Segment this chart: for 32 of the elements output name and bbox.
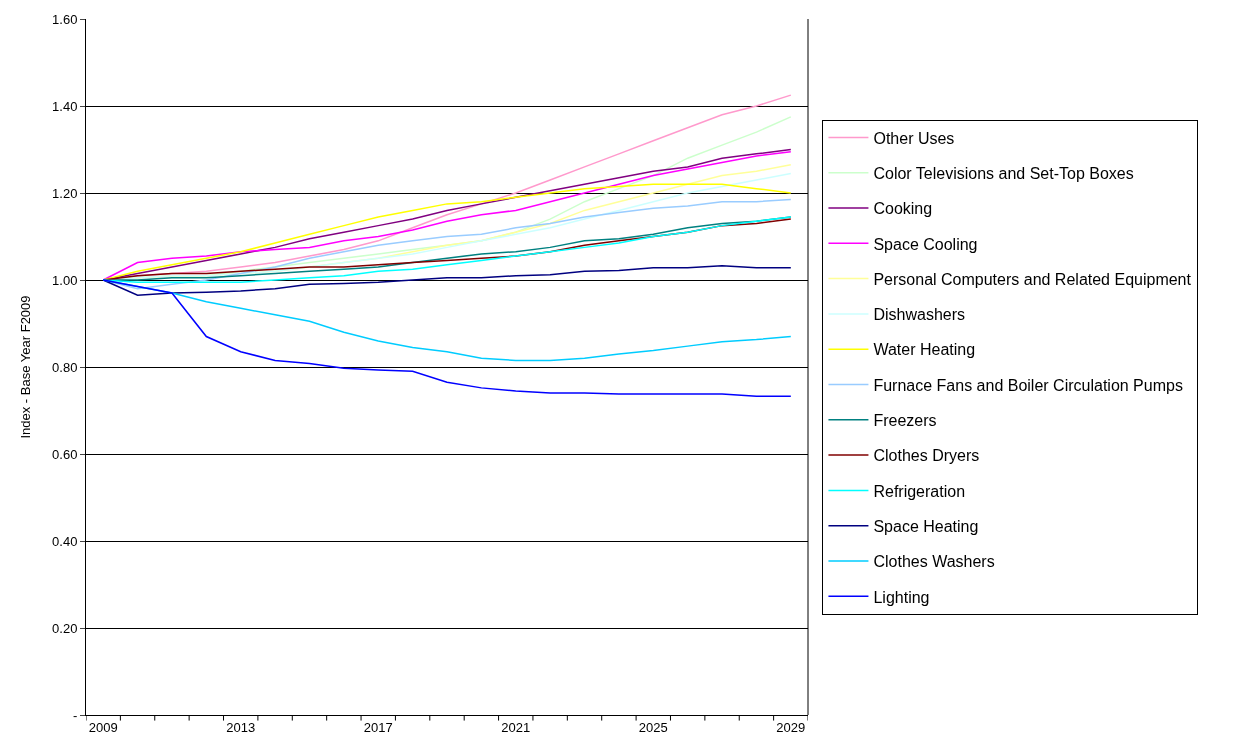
legend-label: Cooking [873,200,933,218]
y-tick-label: 0.20 [52,620,78,636]
x-tick-label: 2025 [638,719,668,735]
legend-label: Space Cooling [873,235,978,253]
y-tick-label: 1.40 [52,98,78,114]
y-tick-label: 1.00 [52,272,78,288]
legend-label: Freezers [873,412,937,430]
line-series [102,279,792,397]
y-tick-label: 1.60 [52,11,78,27]
y-axis-title: Index - Base Year F2009 [18,295,34,439]
legend-label: Refrigeration [873,482,966,500]
legend-label: Clothes Washers [873,553,995,571]
legend-label: Furnace Fans and Boiler Circulation Pumps [873,376,1183,394]
legend-label: Water Heating [873,341,976,359]
x-tick-label: 2017 [363,719,393,735]
line-series [102,264,792,296]
legend-label: Color Televisions and Set-Top Boxes [873,164,1134,182]
legend-label: Personal Computers and Related Equipment [873,270,1192,288]
y-tick-label: - [73,707,78,723]
legend-label: Clothes Dryers [873,447,980,465]
x-tick-label: 2029 [776,719,806,735]
y-tick-label: 0.80 [52,359,78,375]
legend-label: Space Heating [873,517,979,535]
x-tick-label: 2021 [501,719,531,735]
y-tick-label: 0.40 [52,533,78,549]
y-tick-label: 1.20 [52,185,78,201]
x-tick-label: 2009 [88,719,118,735]
legend-label: Lighting [873,588,930,606]
y-tick-label: 0.60 [52,446,78,462]
legend-label: Dishwashers [873,306,966,324]
legend-label: Other Uses [873,129,955,147]
x-tick-label: 2013 [226,719,256,735]
